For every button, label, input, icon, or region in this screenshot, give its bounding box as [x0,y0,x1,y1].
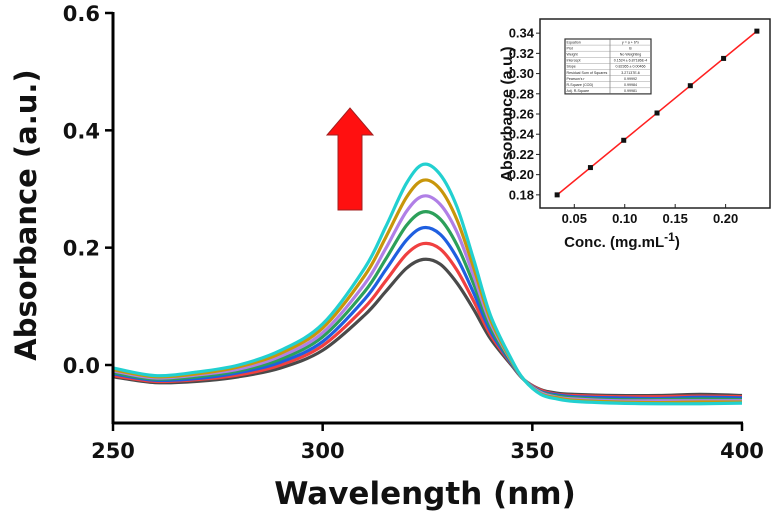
table-cell-value: 0.1524 ± 6.87186E-4 [614,59,648,63]
table-cell-value: No Weighting [620,53,642,57]
inset-fit [554,28,760,198]
x-tick-label: 350 [510,439,554,463]
table-cell-key: Residual Sum of Squares [567,71,608,75]
main-ticks: 250 300 350 400 0.0 0.2 0.4 0.6 [63,2,764,463]
inset-y-tick-label: 0.18 [509,187,534,202]
table-cell-key: Weight [567,53,578,57]
inset-x-label-main: Conc. (mg.mL [564,234,664,251]
spectra-curves [112,162,743,406]
data-point [754,28,760,34]
table-cell-key: R-Square (COD) [567,83,594,87]
inset-y-tick-label: 0.26 [509,107,534,122]
table-cell-key: Pearson's r [567,77,586,81]
inset-y-tick-label: 0.32 [509,46,534,61]
inset-x-tick-label: 0.15 [663,211,688,226]
inset-x-label: Conc. (mg.mL-1) [564,230,680,251]
y-tick-label: 0.4 [63,119,100,143]
calibration-inset: 0.05 0.10 0.15 0.20 0.18 0.20 0.22 0.24 0.26 0.28… [499,18,771,251]
inset-y-tick-label: 0.22 [509,147,534,162]
table-cell-value: B [629,46,632,50]
x-tick-label: 250 [91,439,135,463]
spectrum-line-7 [112,162,743,406]
inset-y-tick-label: 0.24 [509,127,535,142]
inset-y-tick-label: 0.20 [509,167,534,182]
main-plot: 250 300 350 400 0.0 0.2 0.4 0.6 Wavelength (nm)… [9,2,764,512]
table-cell-value: 0.99992 [624,77,637,81]
table-cell-key: Intercept [567,59,581,63]
data-point [587,165,593,171]
x-axis-label: Wavelength (nm) [274,476,576,512]
x-tick-label: 400 [720,439,764,463]
table-cell-value: 0.82365 ± 0.00466 [616,65,646,69]
inset-y-tick-label: 0.30 [509,66,534,81]
inset-y-label: Absorbance (a.u.) [499,46,516,181]
inset-y-tick-label: 0.34 [509,26,535,41]
table-cell-key: Plot [567,46,573,50]
inset-x-tick-label: 0.20 [713,211,738,226]
inset-x-tick-label: 0.05 [562,211,587,226]
data-point [721,55,727,61]
increase-arrow-icon [325,107,375,211]
inset-x-label-close: ) [675,234,680,251]
table-cell-value: y = a + b*x [622,40,639,44]
data-point [554,192,560,198]
x-tick-label: 300 [301,439,345,463]
inset-ticks: 0.05 0.10 0.15 0.20 0.18 0.20 0.22 0.24 0.26 0.28… [509,26,739,226]
inset-x-label-sup: -1 [664,230,675,244]
table-frame [564,38,652,95]
fit-results-table: Equation y = a + b*x Plot B Weight No Weighti… [564,38,652,95]
table-cell-value: 0.99981 [624,89,637,93]
inset-x-tick-label: 0.10 [612,211,637,226]
table-cell-value: 3.27137E-6 [621,71,640,75]
y-axis-label: Absorbance (a.u.) [9,69,43,360]
data-point [621,137,627,143]
data-point [687,83,693,89]
table-cell-key: Equation [567,40,581,44]
y-tick-label: 0.0 [63,354,100,378]
y-tick-label: 0.6 [63,2,100,26]
table-cell-value: 0.99984 [624,83,637,87]
y-tick-label: 0.2 [63,237,100,261]
table-cell-key: Adj. R-Square [567,89,590,93]
data-point [654,110,660,116]
table-cell-key: Slope [567,65,576,69]
inset-y-tick-label: 0.28 [509,86,534,101]
